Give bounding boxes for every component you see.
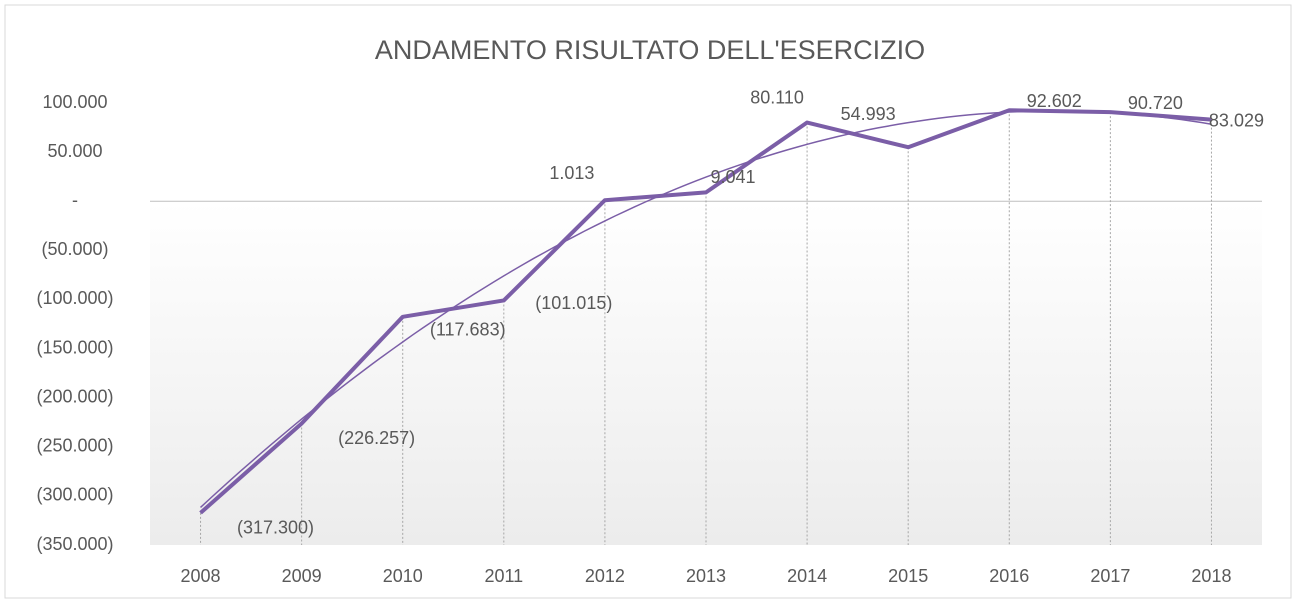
- data-label: 92.602: [1027, 91, 1082, 111]
- x-tick-label: 2013: [686, 566, 726, 586]
- y-tick-label: (350.000): [36, 534, 113, 554]
- x-tick-label: 2018: [1191, 566, 1231, 586]
- y-tick-label: (150.000): [36, 337, 113, 357]
- data-label: (101.015): [535, 293, 612, 313]
- x-tick-label: 2009: [282, 566, 322, 586]
- data-label: 9.041: [710, 167, 755, 187]
- x-tick-label: 2015: [888, 566, 928, 586]
- data-label: (226.257): [338, 428, 415, 448]
- y-tick-label: (300.000): [36, 485, 113, 505]
- x-tick-label: 2014: [787, 566, 827, 586]
- x-tick-label: 2012: [585, 566, 625, 586]
- chart-title: ANDAMENTO RISULTATO DELL'ESERCIZIO: [375, 35, 925, 65]
- x-tick-label: 2016: [989, 566, 1029, 586]
- y-tick-label: 50.000: [47, 141, 102, 161]
- data-label: (117.683): [430, 320, 506, 340]
- data-label: 1.013: [549, 163, 594, 183]
- data-label: 54.993: [841, 104, 896, 124]
- x-tick-label: 2011: [484, 566, 523, 586]
- y-tick-label: (200.000): [36, 386, 113, 406]
- y-tick-label: (250.000): [36, 436, 113, 456]
- x-tick-label: 2010: [383, 566, 423, 586]
- x-tick-label: 2008: [181, 566, 221, 586]
- y-tick-label: (50.000): [41, 239, 108, 259]
- y-tick-label: -: [72, 190, 78, 210]
- line-series: [199, 108, 1212, 515]
- data-label: 80.110: [750, 87, 804, 107]
- data-label: 90.720: [1128, 93, 1183, 113]
- data-label: 83.029: [1209, 110, 1264, 130]
- data-label: (317.300): [237, 518, 314, 538]
- y-tick-label: (100.000): [36, 288, 113, 308]
- x-tick-label: 2017: [1090, 566, 1130, 586]
- y-tick-label: 100.000: [42, 92, 107, 112]
